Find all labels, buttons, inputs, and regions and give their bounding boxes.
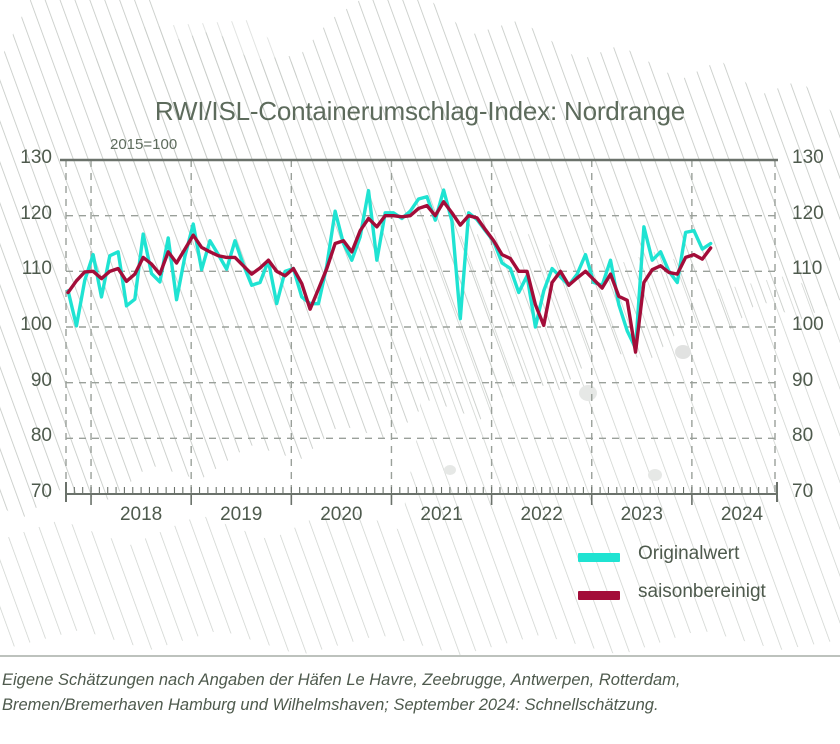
y-tick-label-right: 100 bbox=[792, 314, 824, 335]
page-title: RWI/ISL-Containerumschlag-Index: Nordran… bbox=[154, 96, 686, 126]
x-axis-ticks bbox=[65, 487, 768, 505]
footnote: Eigene Schätzungen nach Angaben der Häfe… bbox=[2, 668, 832, 718]
y-tick-label-right: 110 bbox=[792, 258, 823, 280]
x-tick-label: 2018 bbox=[119, 504, 163, 525]
footnote-line-1: Eigene Schätzungen nach Angaben der Häfe… bbox=[2, 671, 681, 689]
legend-label: Originalwert bbox=[638, 543, 740, 564]
x-tick-label: 2024 bbox=[720, 504, 764, 525]
y-tick-label-left: 110 bbox=[21, 258, 52, 280]
y-tick-label-left: 100 bbox=[20, 314, 52, 335]
x-tick-label: 2021 bbox=[420, 504, 463, 525]
data-series bbox=[66, 188, 713, 354]
y-tick-label-left: 120 bbox=[20, 202, 52, 224]
plot-area bbox=[60, 158, 778, 505]
x-tick-label: 2019 bbox=[220, 504, 263, 525]
legend-swatch bbox=[578, 591, 620, 600]
series-line bbox=[66, 188, 713, 350]
y-tick-label-left: 90 bbox=[30, 369, 52, 391]
footnote-line-2: Bremen/Bremerhaven Hamburg und Wilhelmsh… bbox=[2, 696, 659, 714]
y-tick-label-left: 70 bbox=[30, 481, 52, 502]
y-tick-label-left: 130 bbox=[20, 147, 52, 168]
series-line bbox=[66, 200, 713, 354]
x-tick-label: 2022 bbox=[520, 504, 563, 525]
y-tick-label-left: 80 bbox=[30, 425, 52, 447]
x-tick-label: 2023 bbox=[620, 504, 663, 525]
x-tick-label: 2020 bbox=[320, 504, 363, 525]
gridlines bbox=[65, 160, 776, 494]
y-tick-label-right: 80 bbox=[792, 425, 814, 447]
legend-label: saisonbereinigt bbox=[638, 581, 766, 602]
footer-divider bbox=[0, 655, 840, 657]
y-tick-label-right: 70 bbox=[792, 481, 814, 502]
plot-frame bbox=[60, 158, 778, 502]
legend-swatch bbox=[578, 553, 620, 562]
y-tick-label-right: 130 bbox=[792, 147, 824, 168]
y-tick-label-right: 90 bbox=[792, 369, 814, 391]
y-tick-label-right: 120 bbox=[792, 202, 824, 224]
chart-subtitle: 2015=100 bbox=[110, 136, 178, 153]
